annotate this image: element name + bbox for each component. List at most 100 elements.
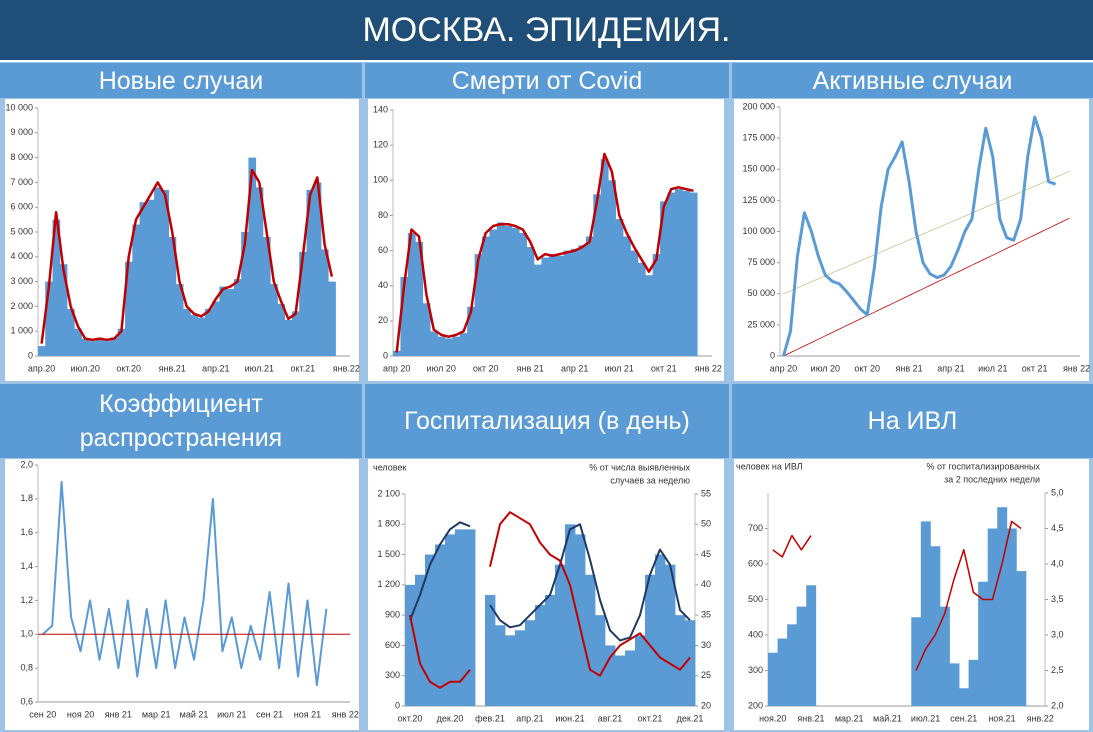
y-tick-label: 25 [701, 670, 711, 680]
bar [939, 606, 950, 706]
bar [482, 236, 490, 356]
x-tick-label: сен 20 [29, 709, 56, 719]
bar [585, 236, 594, 356]
bar [505, 635, 516, 706]
bar [652, 254, 661, 356]
bar [1016, 571, 1027, 706]
panel [5, 459, 359, 730]
y-tick-label: 0 [770, 350, 775, 360]
bar [595, 615, 606, 706]
x-tick-label: апр.21 [202, 363, 229, 373]
bar [59, 264, 68, 356]
bar [393, 350, 401, 356]
x-tick-label: дек.20 [437, 713, 464, 723]
bar [489, 229, 498, 356]
bar [291, 311, 300, 356]
y-tick-label: 175 000 [742, 133, 775, 143]
y-tick-label: 2 100 [377, 488, 400, 498]
x-tick-label: янв 22 [332, 709, 359, 719]
bar [67, 308, 75, 356]
bar [660, 201, 668, 356]
bar [400, 276, 409, 356]
x-tick-label: апр.20 [28, 363, 55, 373]
bar [154, 187, 162, 356]
y-tick-label: 1,8 [20, 493, 33, 503]
bar [212, 301, 220, 356]
y-tick-label: 0 [383, 350, 388, 360]
x-tick-label: окт 21 [651, 363, 677, 373]
chart-title: Коэффициент распространения [79, 390, 283, 452]
line [783, 217, 1070, 357]
x-tick-label: окт.20 [398, 713, 423, 723]
bar [911, 617, 922, 706]
bar [548, 254, 557, 356]
bar [277, 303, 286, 356]
bar [197, 317, 206, 356]
bar [777, 638, 788, 706]
x-tick-label: ноя 20 [67, 709, 94, 719]
bar [262, 236, 271, 356]
bar [615, 218, 624, 356]
bar [578, 245, 587, 356]
bar [495, 625, 506, 706]
line [783, 170, 1070, 295]
bar [132, 224, 140, 356]
x-tick-label: дек.21 [677, 713, 704, 723]
bar [563, 250, 572, 356]
y-tick-label: 0,8 [20, 663, 33, 673]
bar [430, 331, 438, 356]
page-title: МОСКВА. ЭПИДЕМИЯ. [0, 0, 1093, 62]
y-tick-label: 500 [748, 594, 763, 604]
x-tick-label: мар.21 [835, 713, 864, 723]
y-tick-label: 1,2 [20, 595, 33, 605]
y-tick-label: 1 200 [377, 579, 400, 589]
y-tick-label: 5,0 [1051, 487, 1064, 497]
y-tick-label: 200 [748, 700, 763, 710]
bar [88, 341, 97, 356]
x-tick-label: ноя 21 [294, 709, 321, 719]
bar [422, 303, 431, 356]
x-tick-label: янв.22 [1027, 713, 1054, 723]
bar [190, 315, 199, 356]
y-tick-label: 400 [748, 629, 763, 639]
x-tick-label: май.21 [873, 713, 902, 723]
x-tick-label: апр 21 [937, 363, 964, 373]
x-tick-label: янв 22 [695, 363, 722, 373]
bar [930, 546, 941, 706]
bar [593, 194, 602, 356]
y2-axis-label: за 2 последних недели [944, 474, 1040, 484]
bar [405, 584, 416, 706]
bar [96, 339, 104, 356]
y-tick-label: 2,0 [1051, 700, 1064, 710]
bar [565, 524, 576, 706]
bar [1006, 528, 1017, 706]
bar [645, 275, 654, 356]
x-tick-label: апр 20 [770, 363, 797, 373]
bar [103, 341, 111, 356]
y-tick-label: 2,5 [1051, 665, 1064, 675]
y-tick-label: 5 000 [10, 226, 33, 236]
bar [313, 182, 322, 356]
y-tick-label: 6 000 [10, 202, 33, 212]
x-tick-label: окт 21 [1022, 363, 1048, 373]
y-tick-label: 600 [748, 558, 763, 568]
bar [183, 308, 191, 356]
bar [615, 655, 626, 706]
bar [585, 574, 596, 706]
y-tick-label: 80 [378, 210, 388, 220]
chart-title: Госпитализация (в день) [404, 407, 690, 435]
x-tick-label: июл.21 [245, 363, 274, 373]
bar [519, 233, 527, 356]
y-tick-label: 30 [701, 640, 711, 650]
y-tick-label: 40 [701, 579, 711, 589]
bar [622, 236, 631, 356]
y-tick-label: 900 [385, 610, 400, 620]
bar [806, 585, 817, 706]
y-tick-label: 200 000 [742, 101, 775, 111]
x-tick-label: сен 21 [256, 709, 283, 719]
y-tick-label: 8 000 [10, 152, 33, 162]
bar [655, 554, 666, 706]
bar [675, 615, 686, 706]
bar [571, 248, 579, 356]
bar [978, 581, 989, 706]
